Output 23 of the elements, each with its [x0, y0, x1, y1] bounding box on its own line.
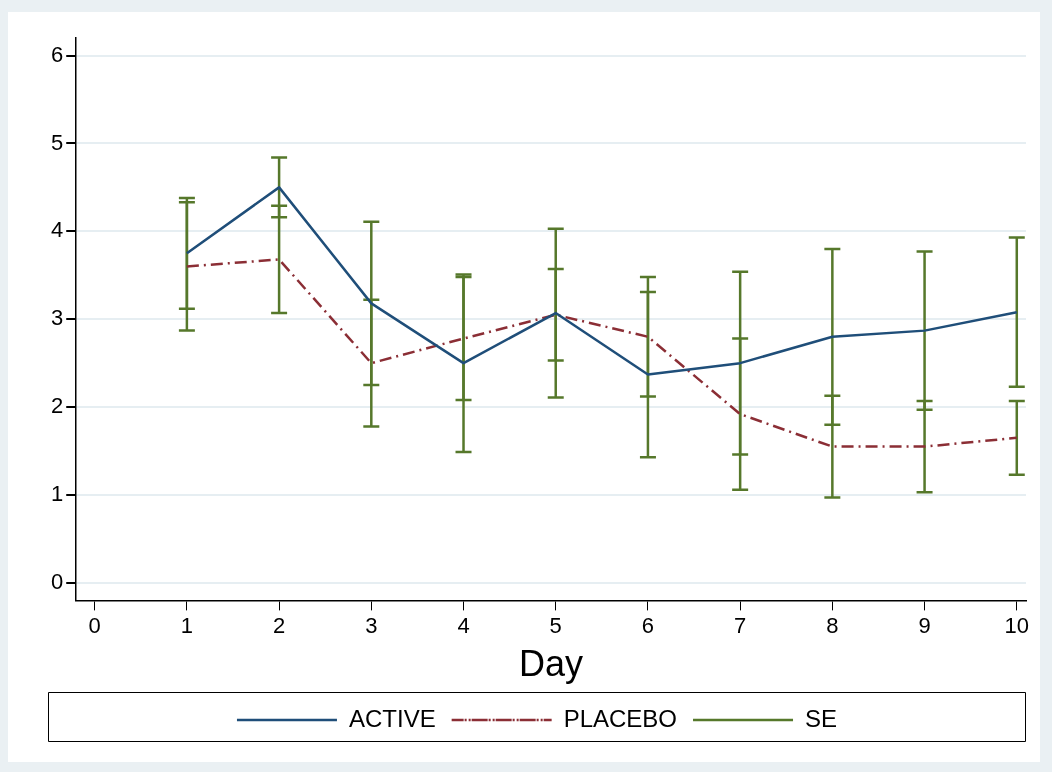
x-tick-label: 1: [180, 612, 194, 638]
legend-label: PLACEBO: [563, 704, 678, 732]
y-tick-label: 2: [50, 393, 64, 419]
x-tick-label: 6: [641, 612, 655, 638]
y-tick-label: 1: [50, 481, 64, 507]
x-tick-label: 10: [1004, 612, 1030, 638]
x-tick-label: 3: [365, 612, 378, 638]
x-tick-label: 5: [549, 612, 562, 638]
x-tick-label: 0: [88, 612, 101, 638]
y-tick-label: 3: [50, 305, 64, 331]
y-tick-label: 0: [50, 568, 64, 594]
y-tick-label: 5: [50, 129, 64, 155]
x-tick-label: 9: [918, 612, 931, 638]
x-tick-label: 2: [272, 612, 286, 638]
y-tick-label: 6: [50, 41, 64, 67]
x-tick-label: 8: [826, 612, 839, 638]
line-series: [185, 258, 1019, 448]
legend-label: SE: [805, 704, 838, 732]
legend-label: ACTIVE: [348, 704, 436, 732]
x-axis-title: Day: [519, 643, 584, 685]
x-tick-label: 4: [457, 612, 470, 638]
y-tick-label: 4: [50, 217, 64, 243]
x-tick-label: 7: [734, 612, 747, 638]
